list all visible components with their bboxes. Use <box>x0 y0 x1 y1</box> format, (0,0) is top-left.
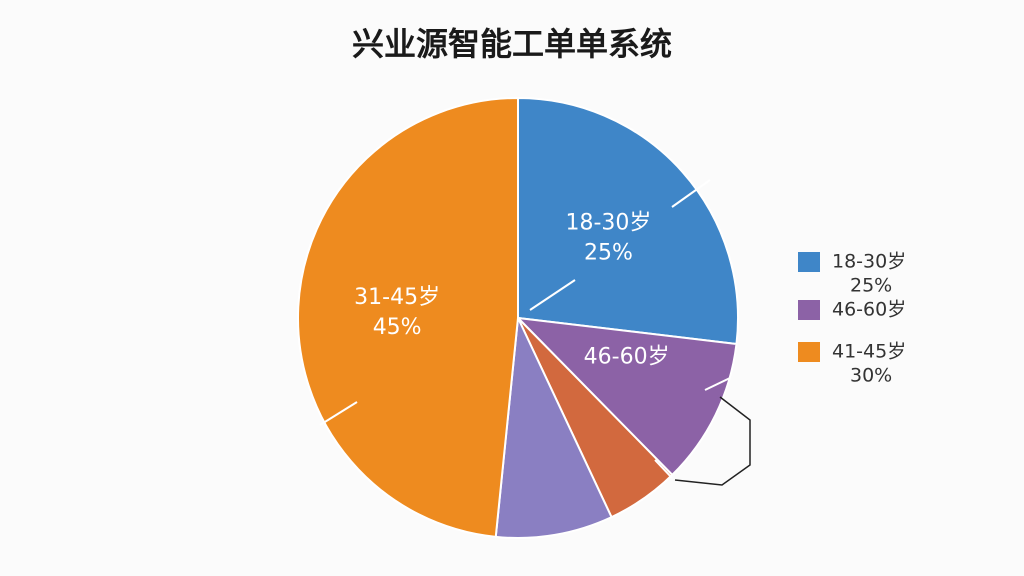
slice-value-label: 25% <box>584 241 633 266</box>
slice-labels: 18-30岁 25% 46-60岁 31-45岁 45% <box>354 211 669 370</box>
slice-category: 31-45岁 <box>354 285 440 310</box>
slice-value-label: 45% <box>373 315 422 340</box>
arrows <box>319 179 731 479</box>
legend-sublabel: 30% <box>850 365 892 387</box>
slice-category: 46-60岁 <box>584 344 670 369</box>
legend-swatch <box>798 300 820 320</box>
legend-swatch <box>798 252 820 272</box>
callout-line <box>674 396 751 486</box>
slice <box>494 314 613 539</box>
legend-swatch <box>798 342 820 362</box>
legend-label: 18-30岁 <box>832 251 906 273</box>
slice <box>297 96 519 538</box>
legend-label: 41-45岁 <box>832 341 906 363</box>
chart-title: 兴业源智能工单单系统 <box>352 25 672 63</box>
legend-label: 46-60岁 <box>832 299 906 321</box>
slice-category: 18-30岁 <box>565 211 651 236</box>
legend-sublabel: 25% <box>850 275 892 297</box>
pie <box>297 96 739 539</box>
slice <box>515 316 738 477</box>
